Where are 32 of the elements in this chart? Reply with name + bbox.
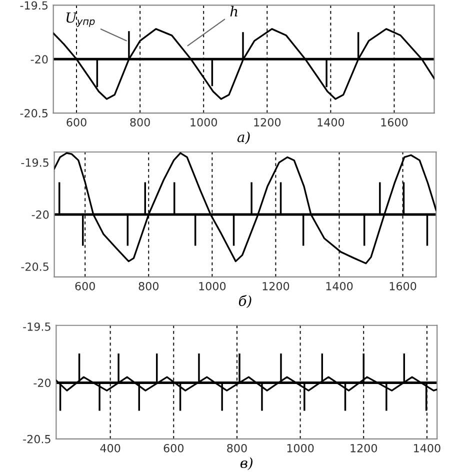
y-tick-label: -20.5 [23, 434, 50, 444]
y-tick-label: -20 [34, 378, 51, 388]
annotation: h [230, 6, 238, 16]
x-axis-title: а) [237, 131, 250, 144]
y-tick-label: -20 [32, 210, 49, 219]
y-tick-label: -19.5 [21, 158, 48, 167]
x-tick-label: 1600 [390, 282, 416, 290]
x-tick-label: 1600 [381, 118, 408, 127]
x-tick-label: 1000 [287, 444, 314, 452]
x-tick-label: 1200 [254, 118, 281, 127]
y-tick-label: -20 [30, 55, 48, 64]
y-tick-label: -19.5 [23, 322, 50, 331]
x-tick-label: 1000 [199, 282, 226, 290]
x-tick-label: 1400 [326, 282, 353, 290]
x-tick-label: 800 [227, 444, 247, 452]
y-tick-label: -19.5 [20, 1, 48, 10]
x-tick-label: 800 [138, 282, 158, 290]
x-tick-label: 600 [75, 282, 95, 290]
x-axis-title: б) [238, 294, 252, 308]
x-tick-label: 600 [164, 444, 184, 452]
y-tick-label: -20.5 [20, 109, 48, 118]
y-tick-label: -20.5 [21, 262, 48, 271]
x-tick-label: 1000 [190, 118, 217, 127]
x-tick-label: 1200 [350, 444, 378, 452]
annotation: U$_{упр}$ [66, 12, 95, 27]
x-tick-label: 1400 [318, 118, 344, 127]
x-tick-label: 1400 [414, 444, 440, 452]
x-tick-label: 400 [100, 444, 120, 452]
x-tick-label: 800 [130, 118, 150, 127]
x-tick-label: 600 [66, 118, 86, 127]
x-axis-title: в) [240, 457, 252, 470]
x-tick-label: 1200 [262, 282, 290, 290]
